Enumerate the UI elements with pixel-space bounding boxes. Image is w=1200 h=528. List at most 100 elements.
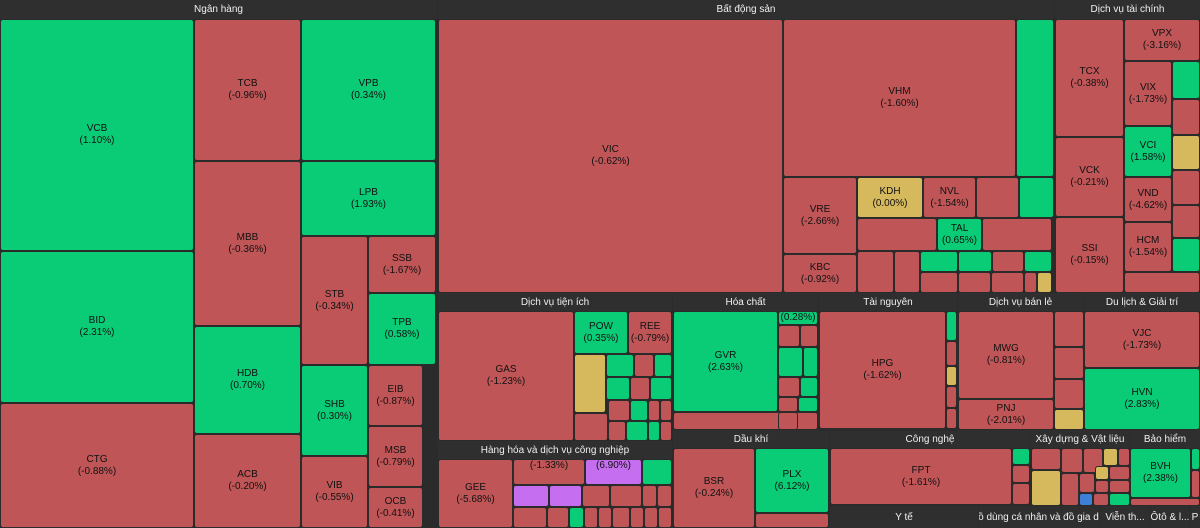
stock-tile[interactable] bbox=[800, 325, 818, 347]
stock-tile[interactable] bbox=[660, 400, 672, 421]
stock-tile[interactable] bbox=[1054, 379, 1084, 409]
stock-tile[interactable] bbox=[1031, 470, 1061, 506]
stock-tile[interactable]: GAS (-1.23%) bbox=[438, 311, 574, 441]
stock-tile[interactable]: PNJ (-2.01%) bbox=[958, 399, 1054, 430]
stock-tile[interactable] bbox=[657, 485, 672, 507]
stock-tile[interactable] bbox=[778, 325, 800, 347]
stock-tile[interactable]: NVL (-1.54%) bbox=[923, 177, 976, 218]
stock-tile[interactable] bbox=[612, 507, 630, 528]
stock-tile[interactable] bbox=[658, 507, 672, 528]
stock-tile[interactable]: MSB (-0.79%) bbox=[368, 426, 423, 487]
stock-tile[interactable]: VPX (-3.16%) bbox=[1124, 19, 1200, 61]
stock-tile[interactable] bbox=[598, 507, 612, 528]
stock-tile[interactable] bbox=[626, 421, 648, 441]
stock-tile[interactable] bbox=[547, 507, 569, 528]
stock-tile[interactable] bbox=[920, 251, 958, 272]
stock-tile[interactable]: HVN (2.83%) bbox=[1084, 368, 1200, 430]
stock-tile[interactable] bbox=[946, 341, 957, 366]
stock-tile[interactable] bbox=[634, 354, 654, 377]
stock-tile[interactable]: KDH (0.00%) bbox=[857, 177, 923, 218]
stock-tile[interactable] bbox=[1093, 493, 1109, 506]
stock-tile[interactable] bbox=[1016, 19, 1054, 177]
stock-tile[interactable] bbox=[1124, 272, 1200, 293]
stock-tile[interactable] bbox=[946, 366, 957, 386]
stock-tile[interactable]: (6.90%) bbox=[585, 459, 642, 485]
stock-tile[interactable] bbox=[1012, 483, 1030, 505]
stock-tile[interactable]: TCB (-0.96%) bbox=[194, 19, 301, 161]
stock-tile[interactable] bbox=[610, 485, 642, 507]
stock-tile[interactable]: LPB (1.93%) bbox=[301, 161, 436, 236]
stock-tile[interactable] bbox=[798, 397, 818, 412]
stock-tile[interactable] bbox=[946, 386, 957, 408]
stock-tile[interactable]: VRE (-2.66%) bbox=[783, 177, 857, 254]
stock-tile[interactable] bbox=[606, 354, 634, 377]
stock-tile[interactable] bbox=[894, 251, 920, 293]
stock-tile[interactable] bbox=[1172, 135, 1200, 170]
stock-tile[interactable] bbox=[1172, 99, 1200, 135]
stock-tile[interactable] bbox=[1054, 409, 1084, 430]
stock-tile[interactable] bbox=[1109, 466, 1130, 480]
stock-tile[interactable] bbox=[1079, 493, 1093, 506]
stock-tile[interactable] bbox=[660, 421, 672, 441]
stock-tile[interactable] bbox=[513, 485, 549, 507]
stock-tile[interactable] bbox=[991, 272, 1024, 293]
stock-tile[interactable] bbox=[608, 421, 626, 441]
stock-tile[interactable]: VCB (1.10%) bbox=[0, 19, 194, 251]
stock-tile[interactable] bbox=[778, 377, 800, 397]
stock-tile[interactable] bbox=[1012, 448, 1030, 465]
stock-tile[interactable] bbox=[803, 347, 818, 377]
stock-tile[interactable] bbox=[857, 218, 937, 251]
stock-tile[interactable] bbox=[1095, 466, 1109, 480]
stock-tile[interactable] bbox=[549, 485, 582, 507]
stock-tile[interactable] bbox=[584, 507, 598, 528]
stock-tile[interactable] bbox=[1024, 251, 1052, 272]
stock-tile[interactable] bbox=[1130, 498, 1200, 506]
stock-tile[interactable]: SSB (-1.67%) bbox=[368, 236, 436, 293]
stock-tile[interactable]: BSR (-0.24%) bbox=[673, 448, 755, 528]
stock-tile[interactable] bbox=[648, 400, 660, 421]
stock-tile[interactable]: POW (0.35%) bbox=[574, 311, 628, 354]
stock-tile[interactable]: STB (-0.34%) bbox=[301, 236, 368, 365]
stock-tile[interactable]: CTG (-0.88%) bbox=[0, 403, 194, 528]
stock-tile[interactable] bbox=[857, 251, 894, 293]
stock-tile[interactable] bbox=[574, 354, 606, 413]
stock-tile[interactable]: GEE (-5.68%) bbox=[438, 459, 513, 528]
stock-tile[interactable]: SSI (-0.15%) bbox=[1055, 217, 1124, 293]
stock-tile[interactable] bbox=[648, 421, 660, 441]
stock-tile[interactable]: OCB (-0.41%) bbox=[368, 487, 423, 528]
stock-tile[interactable] bbox=[650, 377, 672, 400]
stock-tile[interactable] bbox=[582, 485, 610, 507]
stock-tile[interactable] bbox=[1031, 448, 1061, 470]
stock-tile[interactable] bbox=[1024, 272, 1037, 293]
stock-tile[interactable] bbox=[642, 459, 672, 485]
stock-tile[interactable]: HCM (-1.54%) bbox=[1124, 222, 1172, 272]
stock-tile[interactable]: VIC (-0.62%) bbox=[438, 19, 783, 293]
stock-tile[interactable]: MWG (-0.81%) bbox=[958, 311, 1054, 399]
stock-tile[interactable]: VJC (-1.73%) bbox=[1084, 311, 1200, 368]
stock-tile[interactable] bbox=[608, 400, 630, 421]
stock-tile[interactable] bbox=[778, 347, 803, 377]
stock-tile[interactable] bbox=[513, 507, 547, 528]
stock-tile[interactable] bbox=[654, 354, 672, 377]
stock-tile[interactable]: GVR (2.63%) bbox=[673, 311, 778, 412]
stock-tile[interactable]: BVH (2.38%) bbox=[1130, 448, 1191, 498]
stock-tile[interactable] bbox=[1037, 272, 1052, 293]
stock-tile[interactable] bbox=[830, 505, 832, 507]
stock-tile[interactable] bbox=[1095, 480, 1109, 493]
stock-tile[interactable] bbox=[574, 413, 608, 441]
stock-tile[interactable] bbox=[1054, 347, 1084, 379]
stock-tile[interactable]: REE (-0.79%) bbox=[628, 311, 672, 354]
stock-tile[interactable] bbox=[920, 272, 958, 293]
stock-tile[interactable] bbox=[630, 507, 644, 528]
stock-tile[interactable] bbox=[1103, 448, 1118, 466]
stock-tile[interactable] bbox=[630, 400, 648, 421]
stock-tile[interactable]: ACB (-0.20%) bbox=[194, 434, 301, 528]
stock-tile[interactable] bbox=[1172, 238, 1200, 272]
stock-tile[interactable]: TPB (0.58%) bbox=[368, 293, 436, 365]
stock-tile[interactable]: KBC (-0.92%) bbox=[783, 254, 857, 293]
stock-tile[interactable] bbox=[958, 272, 991, 293]
stock-tile[interactable] bbox=[642, 485, 657, 507]
stock-tile[interactable] bbox=[1061, 448, 1083, 473]
stock-tile[interactable]: BID (2.31%) bbox=[0, 251, 194, 403]
stock-tile[interactable]: VIX (-1.73%) bbox=[1124, 61, 1172, 126]
